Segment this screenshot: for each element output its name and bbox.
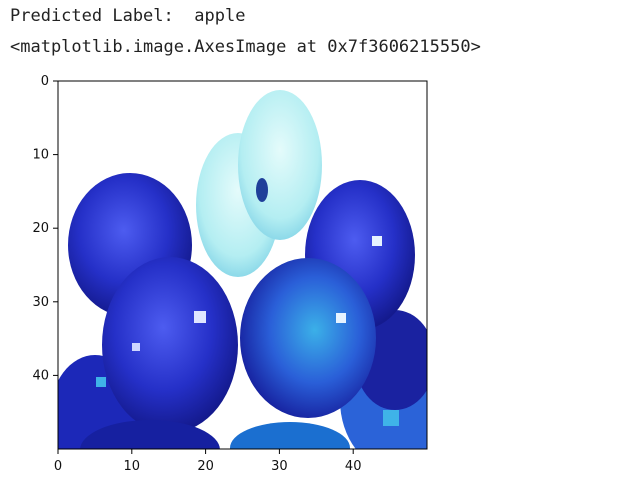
- y-axis: 0 10 20 30 40: [32, 74, 58, 383]
- x-tick-label: 40: [345, 459, 362, 474]
- y-tick-label: 30: [32, 295, 49, 310]
- predicted-label-value: apple: [194, 6, 246, 26]
- prediction-output-line: Predicted Label: apple: [10, 6, 245, 26]
- y-tick-label: 10: [32, 148, 49, 163]
- y-tick-label: 20: [32, 221, 49, 236]
- axesimage-repr-line: <matplotlib.image.AxesImage at 0x7f36062…: [10, 37, 481, 57]
- x-tick-label: 0: [54, 459, 62, 474]
- axes-frame: [57, 80, 428, 450]
- x-axis: 0 10 20 30 40: [54, 449, 362, 474]
- x-tick-label: 30: [271, 459, 288, 474]
- y-tick-label: 0: [41, 74, 49, 89]
- classified-image: [58, 81, 427, 449]
- y-tick-label: 40: [32, 368, 49, 383]
- x-tick-label: 10: [124, 459, 141, 474]
- x-tick-label: 20: [197, 459, 214, 474]
- predicted-label-prefix: Predicted Label:: [10, 6, 174, 26]
